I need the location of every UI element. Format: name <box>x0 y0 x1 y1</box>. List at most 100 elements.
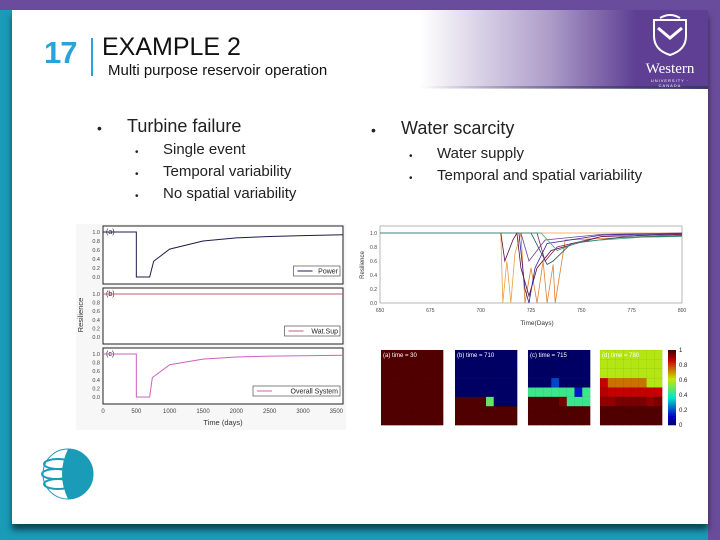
y-tick-label: 1.0 <box>92 292 100 298</box>
colorbar-tick-label: 0.2 <box>679 408 688 414</box>
colorbar-tick-label: 0.4 <box>679 393 688 399</box>
legend-box <box>293 265 341 277</box>
colorbar-segment <box>668 359 676 362</box>
heatmap-cell <box>396 396 405 407</box>
bullet-icon: • <box>135 147 139 158</box>
heatmap-cell <box>485 359 495 370</box>
heatmap-cell <box>435 387 444 398</box>
colorbar-segment <box>668 357 676 360</box>
heatmap-cell <box>411 377 421 388</box>
heatmap-cell <box>509 396 518 407</box>
heatmap-cell <box>501 377 510 388</box>
heatmap-cell <box>493 406 502 417</box>
y-tick-label: 1.0 <box>370 231 377 237</box>
colorbar-segment <box>668 363 676 366</box>
logo-wordmark: Western <box>645 61 695 77</box>
colorbar-segment <box>668 351 676 355</box>
crest-icon <box>653 14 687 57</box>
heatmap-cell <box>419 377 428 388</box>
heatmap-cell <box>427 349 436 360</box>
heatmap-cell <box>462 387 471 398</box>
colorbar-segment <box>668 353 676 356</box>
legend-label: Overall System <box>291 389 339 396</box>
heatmap-cell <box>404 415 413 426</box>
heatmap-cell <box>527 415 537 426</box>
heatmap-cell <box>551 368 560 379</box>
heatmap-cell <box>615 368 624 379</box>
x-tick-label: 700 <box>476 308 485 314</box>
heatmap-cell <box>654 415 663 426</box>
heatmap-cell <box>404 387 413 398</box>
heatmap-cell <box>543 396 552 407</box>
heatmap-cell <box>558 387 568 398</box>
heatmap-cell <box>630 368 640 379</box>
heatmap-cell <box>454 396 464 407</box>
heatmap-title: (c) time = 715 <box>530 353 568 359</box>
heatmap-cell <box>654 406 663 417</box>
heatmap-cell <box>509 406 518 417</box>
heatmap-cell <box>454 359 464 370</box>
heatmap-cell <box>388 377 397 388</box>
heatmap-cell <box>615 377 624 388</box>
heatmap-cell <box>574 368 583 379</box>
heatmap-cell <box>388 368 397 379</box>
heatmap-cell <box>535 396 544 407</box>
sub-bullet-text: Single event <box>163 141 246 158</box>
heatmap-cell <box>623 359 632 370</box>
community-logo <box>41 448 94 500</box>
heatmap-cell <box>654 396 663 407</box>
heatmap-cell <box>411 368 421 379</box>
colorbar-segment <box>668 366 676 370</box>
heatmap-cell <box>535 406 544 417</box>
x-tick-label: 775 <box>627 308 636 314</box>
x-tick-label: 650 <box>376 308 385 314</box>
y-tick-label: 0.0 <box>370 301 377 307</box>
heatmap-cell <box>566 387 575 398</box>
heatmap-cell <box>427 359 436 370</box>
heatmap-cell <box>574 359 583 370</box>
heatmap-cell <box>543 415 552 426</box>
heatmap-cell <box>411 359 421 370</box>
x-tick-label: 675 <box>426 308 435 314</box>
heatmap-cell <box>646 415 655 426</box>
heatmap-cell <box>638 359 647 370</box>
heatmap-cell <box>566 349 575 360</box>
y-tick-label: 0.6 <box>92 309 100 315</box>
y-tick-label: 0.8 <box>92 301 100 307</box>
heatmap-cell <box>574 406 583 417</box>
heatmap-cell <box>582 377 591 388</box>
colorbar-segment <box>668 368 676 371</box>
heatmap-cell <box>638 415 647 426</box>
heatmap-cell <box>380 387 390 398</box>
heatmap-cell <box>493 415 502 426</box>
heatmap-cell <box>646 387 655 398</box>
heatmap-cell <box>462 415 471 426</box>
heatmap-cell <box>551 387 560 398</box>
y-axis-label: Resilience <box>76 298 85 333</box>
colorbar-tick-label: 0 <box>679 423 683 429</box>
sub-bullet-text: Water supply <box>437 145 524 162</box>
heatmap-cell <box>638 377 647 388</box>
heatmap-cell <box>646 377 655 388</box>
x-axis-label: Time (days) <box>203 418 243 427</box>
heatmap-cell <box>582 396 591 407</box>
heatmap-cell <box>404 377 413 388</box>
logo-tagline: UNIVERSITY · CANADA <box>650 78 690 88</box>
colorbar-segment <box>668 387 676 390</box>
heatmap-cell <box>582 415 591 426</box>
heatmap-cell <box>454 387 464 398</box>
sub-bullet: • Temporal and spatial variability <box>409 167 642 185</box>
heatmap-cell <box>574 349 583 360</box>
heatmap-cell <box>646 406 655 417</box>
heatmap-cell <box>509 368 518 379</box>
heatmap-cell <box>630 377 640 388</box>
x-tick-label: 3000 <box>296 409 310 415</box>
heatmap-cell <box>558 415 568 426</box>
heatmap-cell <box>654 387 663 398</box>
heatmap-cell <box>574 396 583 407</box>
heatmap-cell <box>470 387 479 398</box>
heatmap-cell <box>630 359 640 370</box>
western-logo: Western UNIVERSITY · CANADA <box>640 14 700 88</box>
heatmap-cell <box>646 396 655 407</box>
heatmap-cell <box>638 406 647 417</box>
